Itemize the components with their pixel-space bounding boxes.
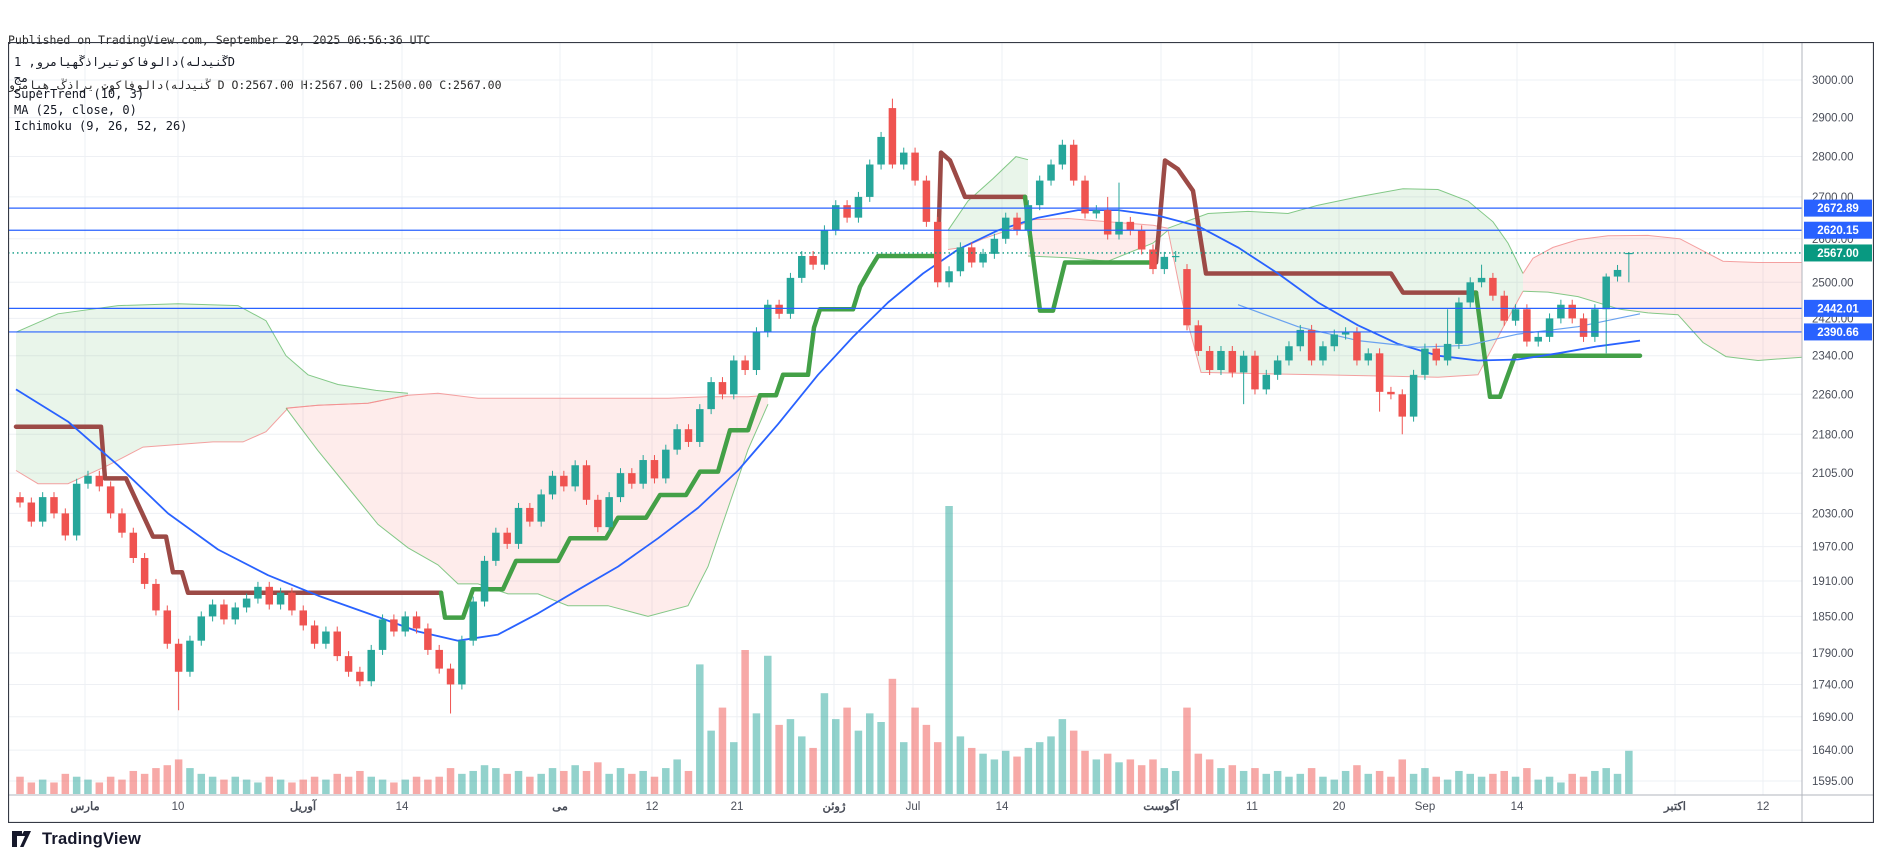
price-chart[interactable]: 3000.002900.002800.002700.002600.002500.…	[8, 42, 1874, 823]
svg-text:1790.00: 1790.00	[1812, 648, 1854, 660]
svg-text:2800.00: 2800.00	[1812, 152, 1854, 164]
svg-text:1595.00: 1595.00	[1812, 776, 1854, 788]
tradingview-wordmark: TradingView	[42, 829, 142, 848]
symbol-ohlc-line: ڱنيدله)دالوفاكوت يراذڱ هيامرو D O:2567.0…	[8, 78, 502, 92]
svg-text:21: 21	[731, 801, 744, 813]
svg-text:2500.00: 2500.00	[1812, 277, 1854, 289]
publish-header: Published on TradingView.com, September …	[8, 3, 502, 123]
svg-text:14: 14	[1511, 801, 1524, 813]
svg-text:می: می	[552, 801, 568, 813]
svg-text:2260.00: 2260.00	[1812, 389, 1854, 401]
svg-text:2105.00: 2105.00	[1812, 468, 1854, 480]
svg-text:مارس: مارس	[70, 800, 99, 814]
legend-symbol-row: ڱنيدله)دالوفاكوتيراذڱهيامرو, 1D	[14, 55, 235, 69]
svg-text:1740.00: 1740.00	[1812, 679, 1854, 691]
svg-text:12: 12	[1757, 801, 1770, 813]
legend-supertrend-row: SuperTrend (10, 3)	[14, 87, 145, 101]
svg-text:2567.00: 2567.00	[1817, 248, 1859, 260]
svg-text:2340.00: 2340.00	[1812, 351, 1854, 363]
svg-text:2030.00: 2030.00	[1812, 508, 1854, 520]
legend-ma-row: MA (25, close, 0)	[14, 103, 137, 117]
svg-text:1640.00: 1640.00	[1812, 745, 1854, 757]
ichimoku-baseline	[1237, 304, 1641, 348]
svg-text:14: 14	[396, 801, 409, 813]
svg-text:1850.00: 1850.00	[1812, 611, 1854, 623]
svg-text:Sep: Sep	[1415, 801, 1435, 813]
price-axis-badges: 2672.89 2620.15 2442.01 2390.66 2567.00	[1804, 199, 1872, 341]
svg-text:1910.00: 1910.00	[1812, 576, 1854, 588]
svg-text:3000.00: 3000.00	[1812, 75, 1854, 87]
chart-legend: ڱنيدله)دالوفاكوتيراذڱهيامرو, 1D مج Super…	[14, 54, 235, 134]
svg-text:10: 10	[172, 801, 185, 813]
chart-widget[interactable]: 3000.00 2900.00 2800.00 2700.00 2600.00 2500.…	[8, 42, 1874, 823]
publish-timestamp: Published on TradingView.com, September …	[8, 33, 431, 47]
svg-text:2390.66: 2390.66	[1817, 327, 1859, 339]
svg-text:12: 12	[646, 801, 659, 813]
tradingview-logo-icon	[12, 831, 31, 847]
legend-ichimoku-row: Ichimoku (9, 26, 52, 26)	[14, 119, 188, 133]
svg-text:Jul: Jul	[906, 801, 921, 813]
svg-text:1970.00: 1970.00	[1812, 542, 1854, 554]
legend-exchange-row: مج	[14, 71, 29, 85]
svg-text:2672.89: 2672.89	[1817, 203, 1859, 215]
svg-text:2620.15: 2620.15	[1817, 225, 1859, 237]
ma-line	[15, 209, 1641, 642]
svg-text:14: 14	[996, 801, 1009, 813]
candles	[16, 98, 1633, 714]
svg-text:آگوست: آگوست	[1143, 797, 1180, 814]
alert-price-lines	[8, 207, 1802, 333]
svg-text:20: 20	[1333, 801, 1346, 813]
svg-text:1690.00: 1690.00	[1812, 712, 1854, 724]
svg-text:2180.00: 2180.00	[1812, 429, 1854, 441]
time-axis[interactable]: مارس 10 آوريل 14 می 12 21 ژوئن Jul 14 آگوست 11 20 Sep…	[70, 797, 1769, 814]
tradingview-logo[interactable]: TradingView	[12, 829, 141, 849]
svg-text:ژوئن: ژوئن	[822, 801, 846, 814]
svg-text:2442.01: 2442.01	[1817, 303, 1859, 315]
svg-text:11: 11	[1246, 801, 1258, 813]
svg-text:اکتبر: اکتبر	[1663, 800, 1686, 814]
svg-text:2900.00: 2900.00	[1812, 113, 1854, 125]
ichimoku-cloud	[15, 156, 1802, 617]
chart-frame	[8, 42, 1874, 823]
svg-text:آوريل: آوريل	[290, 797, 318, 814]
volume-bars	[16, 506, 1633, 794]
price-axis[interactable]: 3000.002900.002800.002700.002600.002500.…	[1812, 75, 1854, 788]
